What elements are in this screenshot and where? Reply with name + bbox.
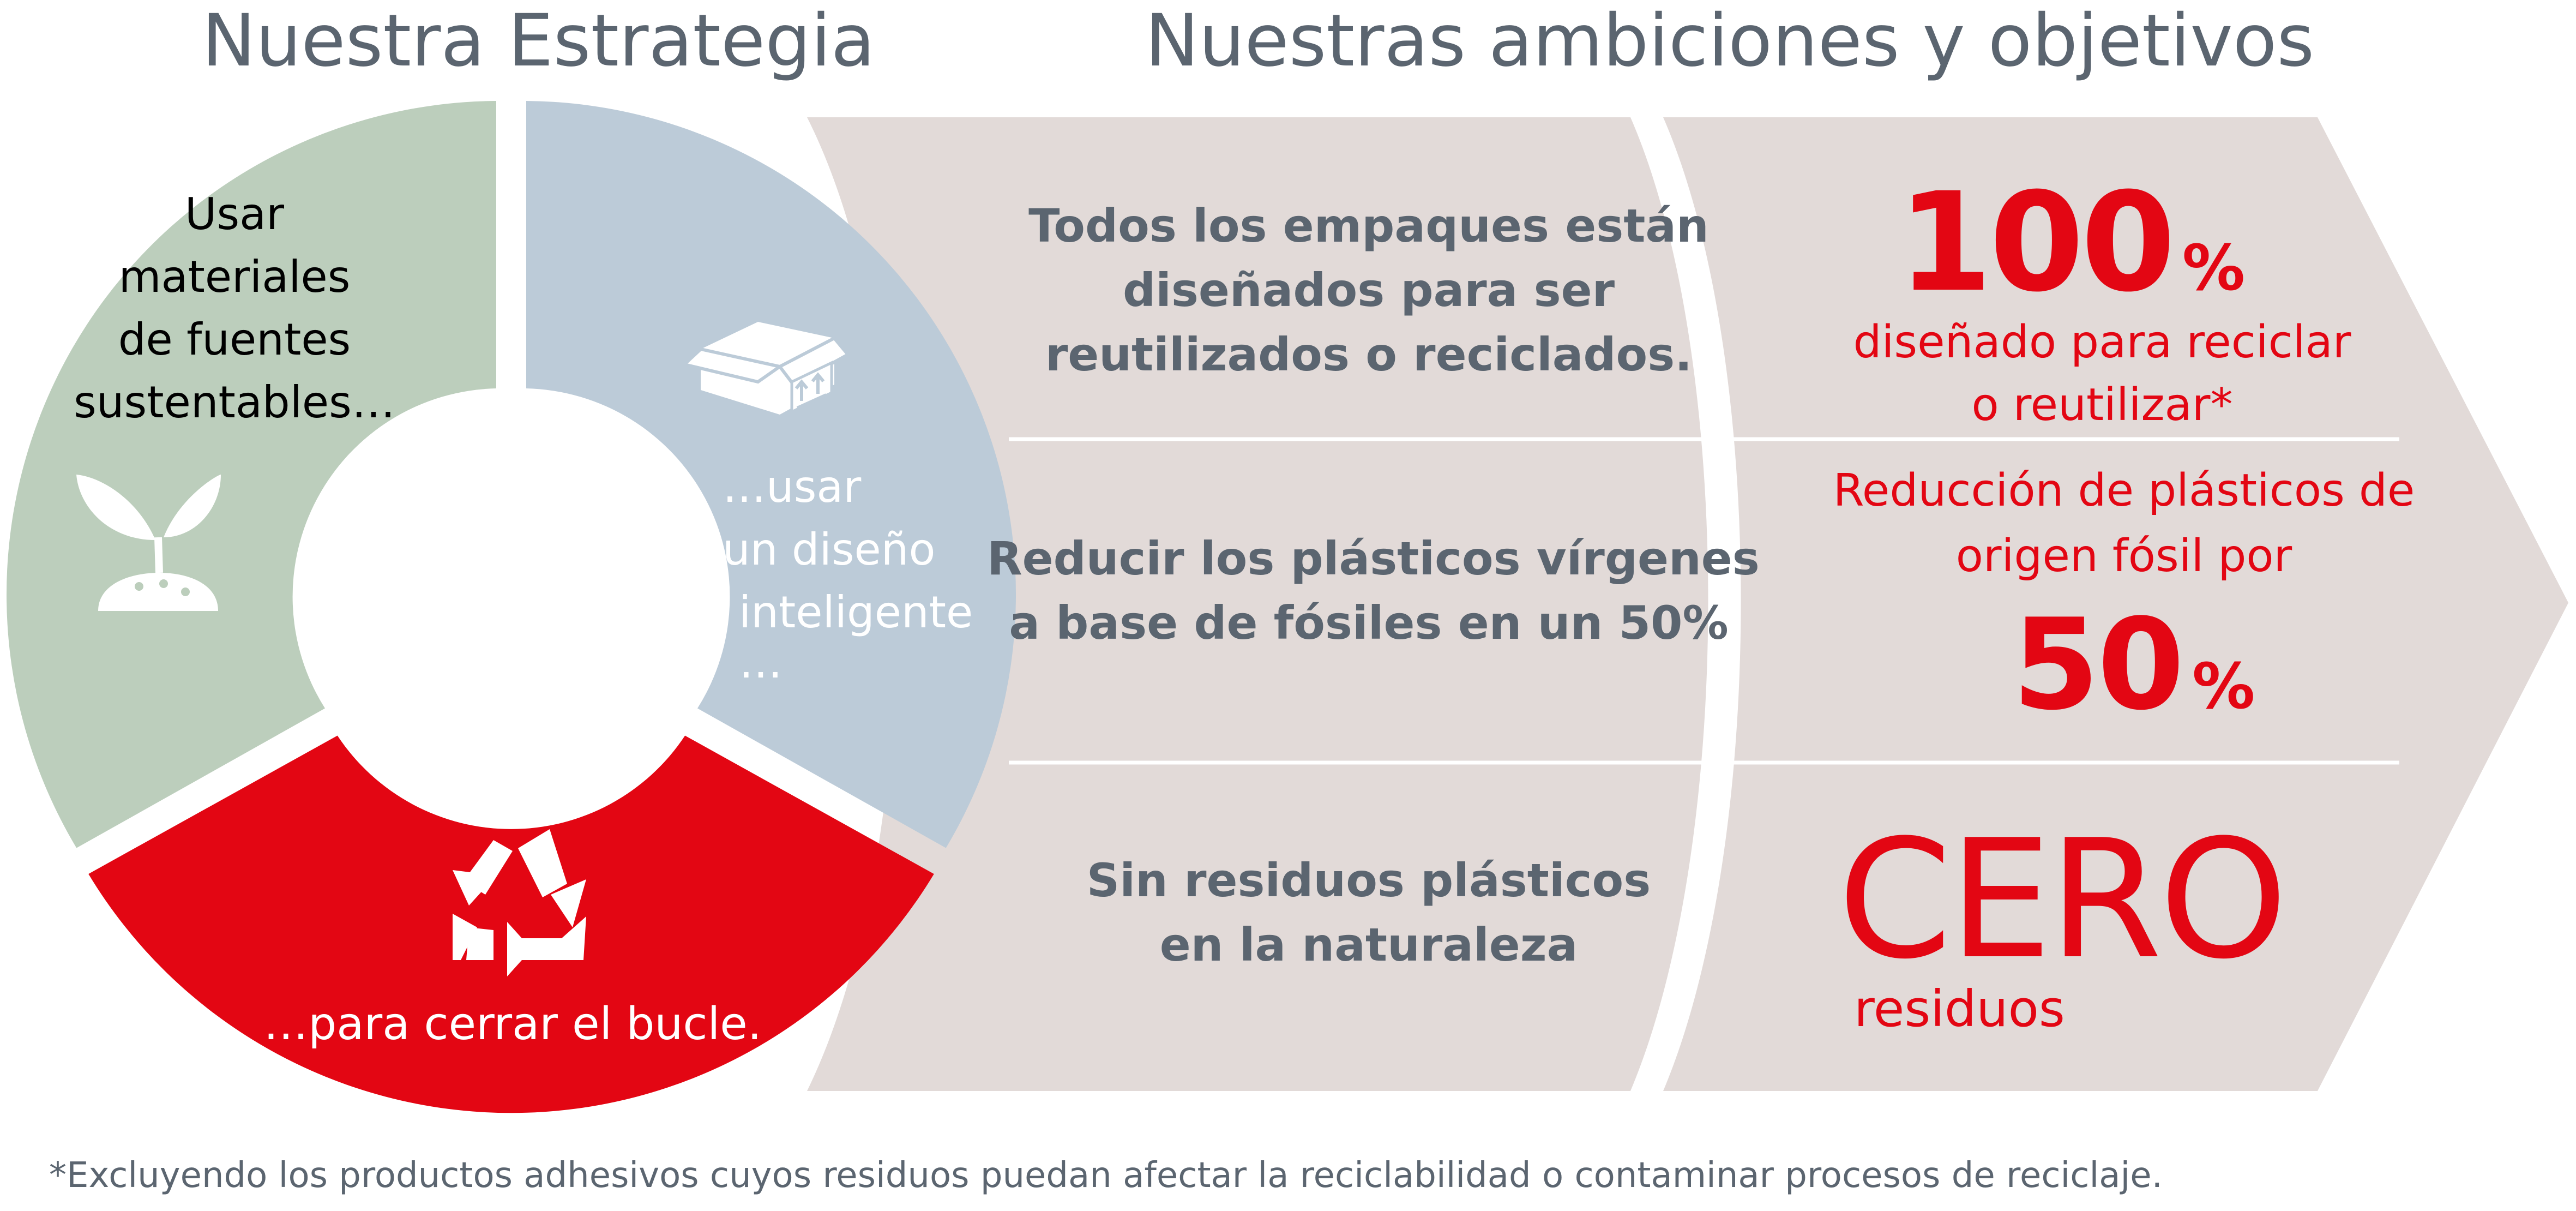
target-50-number: 50% xyxy=(2012,592,2255,738)
recycle-icon xyxy=(453,829,586,976)
footnote: *Excluyendo los productos adhesivos cuyo… xyxy=(49,1155,2163,1196)
objective-packaging: Todos los empaques están diseñados para … xyxy=(1028,199,1709,381)
target-100-caption: diseñado para reciclar o reutilizar* xyxy=(1853,316,2351,431)
box-icon xyxy=(681,322,851,415)
target-100-unit: % xyxy=(2182,232,2245,305)
objective-plastics: Reducir los plásticos vírgenes a base de… xyxy=(987,532,1760,650)
loop-label: …para cerrar el bucle. xyxy=(263,998,762,1050)
target-50-unit: % xyxy=(2192,650,2255,723)
segment-design xyxy=(526,101,1016,848)
materials-label: Usar materiales de fuentes sustentables… xyxy=(74,189,395,428)
target-zero-sub: residuos xyxy=(1854,980,2065,1038)
strategy-title: Nuestra Estrategia xyxy=(202,0,875,83)
segment-loop xyxy=(88,735,934,1113)
objective-waste: Sin residuos plásticos en la naturaleza xyxy=(1086,854,1651,972)
objectives-panel xyxy=(807,117,1708,1091)
targets-chevron xyxy=(1663,117,2568,1091)
target-50-caption: Reducción de plásticos de origen fósil p… xyxy=(1833,465,2415,582)
target-zero-word: CERO xyxy=(1838,805,2288,995)
ambitions-title: Nuestras ambiciones y objetivos xyxy=(1145,0,2315,83)
design-label: …usar un diseño inteligente … xyxy=(723,461,973,688)
seedling-icon xyxy=(76,475,221,611)
segment-materials xyxy=(6,101,497,848)
target-100-number: 100% xyxy=(1898,163,2245,322)
